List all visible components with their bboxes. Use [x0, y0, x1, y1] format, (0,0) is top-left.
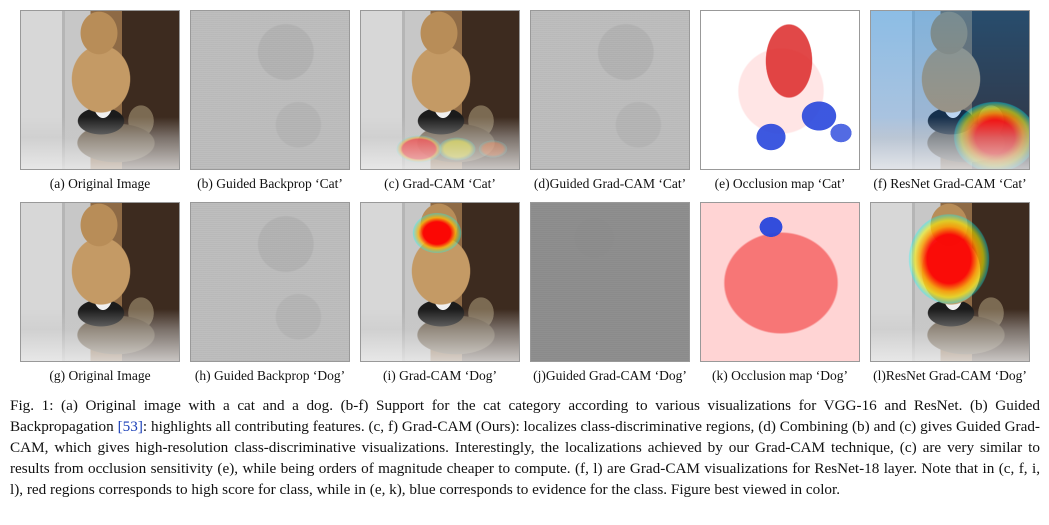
panel-g-caption: (g) Original Image: [49, 368, 151, 383]
panel-e-image: [700, 10, 860, 170]
panel-j: (j)Guided Grad-CAM ‘Dog’: [530, 202, 690, 384]
panel-c-heatmap-overlay: [361, 11, 519, 169]
panel-b-caption: (b) Guided Backprop ‘Cat’: [197, 176, 343, 191]
panel-i-heatmap-overlay: [361, 203, 519, 361]
panel-b: (b) Guided Backprop ‘Cat’: [190, 10, 350, 192]
figure-caption: Fig. 1: (a) Original image with a cat an…: [10, 395, 1040, 500]
panel-i: (i) Grad-CAM ‘Dog’: [360, 202, 520, 384]
panel-k-image: [700, 202, 860, 362]
panel-e-caption: (e) Occlusion map ‘Cat’: [714, 176, 846, 191]
panel-h-caption: (h) Guided Backprop ‘Dog’: [194, 368, 346, 383]
panel-c: (c) Grad-CAM ‘Cat’: [360, 10, 520, 192]
panel-a-image: [20, 10, 180, 170]
panel-i-image: [360, 202, 520, 362]
panel-c-caption: (c) Grad-CAM ‘Cat’: [384, 176, 496, 191]
citation-link: [53]: [117, 418, 143, 435]
panel-b-image: [190, 10, 350, 170]
panel-j-caption: (j)Guided Grad-CAM ‘Dog’: [533, 368, 687, 383]
panel-k-caption: (k) Occlusion map ‘Dog’: [711, 368, 849, 383]
panel-l-heatmap-overlay: [871, 203, 1029, 361]
panel-l-image: [870, 202, 1030, 362]
panel-a: (a) Original Image: [20, 10, 180, 192]
panel-h: (h) Guided Backprop ‘Dog’: [190, 202, 350, 384]
panel-a-caption: (a) Original Image: [49, 176, 151, 191]
panel-f-heatmap-overlay: [871, 11, 1029, 169]
panel-k: (k) Occlusion map ‘Dog’: [700, 202, 860, 384]
panel-f: (f) ResNet Grad-CAM ‘Cat’: [870, 10, 1030, 192]
panel-d: (d)Guided Grad-CAM ‘Cat’: [530, 10, 690, 192]
figure-grid: (a) Original Image (b) Guided Backprop ‘…: [20, 10, 1030, 384]
panel-g: (g) Original Image: [20, 202, 180, 384]
panel-i-caption: (i) Grad-CAM ‘Dog’: [383, 368, 497, 383]
panel-f-caption: (f) ResNet Grad-CAM ‘Cat’: [873, 176, 1027, 191]
panel-c-image: [360, 10, 520, 170]
panel-l: (l)ResNet Grad-CAM ‘Dog’: [870, 202, 1030, 384]
panel-g-image: [20, 202, 180, 362]
panel-e: (e) Occlusion map ‘Cat’: [700, 10, 860, 192]
panel-h-image: [190, 202, 350, 362]
caption-part-1: Fig. 1: (a) Original image with a cat an…: [10, 397, 1040, 435]
panel-d-image: [530, 10, 690, 170]
panel-d-caption: (d)Guided Grad-CAM ‘Cat’: [533, 176, 687, 191]
panel-f-image: [870, 10, 1030, 170]
caption-part-2: : highlights all contributing features. …: [10, 418, 1040, 498]
panel-l-caption: (l)ResNet Grad-CAM ‘Dog’: [873, 368, 1027, 383]
panel-j-image: [530, 202, 690, 362]
